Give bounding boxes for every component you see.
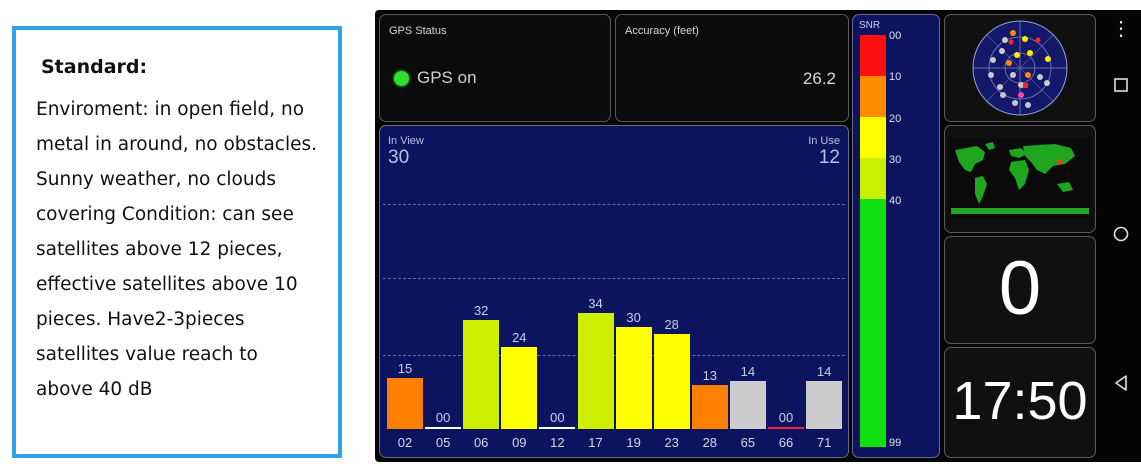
snr-bar-value: 34 [588, 296, 603, 312]
gps-status-title: GPS Status [389, 25, 447, 37]
chart-gridline [383, 204, 845, 205]
accuracy-title: Accuracy (feet) [625, 25, 699, 37]
snr-bar-09 [501, 347, 538, 429]
satellite-prn-label: 19 [626, 435, 641, 450]
snr-tick: 40 [889, 195, 902, 207]
chart-bars: 15 02 00 05 32 06 24 09 00 12 34 17 30 19 28 23 13 28 14 65… [380, 126, 850, 459]
satellite-prn-label: 17 [588, 435, 603, 450]
chart-gridline [383, 355, 845, 356]
callout-title: Standard: [41, 56, 148, 78]
satellite-prn-label: 66 [778, 435, 794, 450]
snr-legend: SNR 00 10 20 30 40 99 [852, 14, 940, 458]
gps-test-screen: GPS Status GPS on Accuracy (feet) 26.2 I… [375, 10, 1141, 462]
satellite-prn-label: 23 [664, 435, 679, 450]
snr-yellow-segment [860, 117, 886, 158]
accuracy-panel[interactable]: Accuracy (feet) 26.2 [615, 14, 849, 122]
snr-bar-05 [425, 427, 462, 429]
satellite-prn-label: 06 [473, 435, 489, 450]
satellite-prn-label: 71 [816, 435, 832, 450]
android-nav-bar: ⋮ [1101, 10, 1141, 462]
recent-apps-icon[interactable] [1101, 76, 1141, 97]
snr-bar-value: 00 [550, 410, 565, 425]
snr-yellow-green-segment [860, 158, 886, 199]
in-use-label: In Use [808, 135, 840, 147]
snr-color-scale [860, 35, 886, 447]
snr-tick: 00 [889, 30, 902, 42]
snr-green-segment [860, 199, 886, 447]
snr-bar-value: 13 [702, 367, 718, 383]
in-use-count: 12 [818, 147, 840, 168]
snr-bar-65 [729, 381, 766, 429]
back-icon[interactable] [1101, 375, 1141, 396]
snr-tick: 30 [889, 154, 902, 166]
snr-orange-segment [860, 76, 886, 117]
satellite-prn-label: 28 [702, 435, 718, 450]
snr-bar-value: 15 [397, 361, 413, 376]
snr-tick: 20 [889, 113, 902, 125]
snr-bar-value: 00 [435, 410, 451, 425]
sky-plot-panel[interactable] [944, 14, 1096, 122]
callout-body: Enviroment: in open field, no metal in a… [36, 99, 317, 400]
world-map-icon [949, 138, 1091, 218]
snr-bar-66 [768, 427, 804, 429]
snr-bar-value: 30 [626, 310, 641, 325]
snr-red-segment [860, 35, 886, 76]
snr-bar-02 [387, 378, 423, 429]
gps-state: GPS on [394, 68, 477, 88]
snr-bar-28 [691, 384, 728, 429]
big-value-panel[interactable]: 0 [944, 236, 1096, 344]
snr-bar-19 [615, 327, 652, 429]
snr-tick: 99 [889, 437, 902, 449]
snr-bar-value: 14 [816, 364, 832, 380]
accuracy-value: 26.2 [802, 69, 836, 88]
snr-bar-value: 14 [740, 364, 756, 380]
gps-state-text: GPS on [417, 68, 477, 87]
snr-bar-23 [653, 333, 690, 429]
snr-bar-value: 00 [778, 410, 794, 425]
snr-bar-value: 28 [664, 316, 679, 332]
snr-bar-17 [577, 313, 614, 429]
satellite-prn-label: 05 [435, 435, 451, 450]
satellite-snr-chart[interactable]: In View 30 In Use 12 15 02 00 05 32 06 24 09 00 1… [379, 125, 849, 458]
home-icon[interactable] [1101, 226, 1141, 247]
sky-plot-icon [972, 20, 1068, 116]
snr-tick: 10 [889, 71, 902, 83]
standard-callout: Standard: Enviroment: in open field, no … [12, 26, 342, 458]
satellite-prn-label: 12 [550, 435, 565, 450]
snr-bar-12 [539, 427, 576, 429]
world-map-panel[interactable] [944, 125, 1096, 233]
chart-gridline [383, 278, 845, 279]
snr-bar-06 [463, 320, 500, 429]
snr-legend-title: SNR [859, 20, 881, 31]
gps-status-panel[interactable]: GPS Status GPS on [379, 14, 611, 122]
snr-bar-value: 32 [473, 303, 489, 319]
snr-bar-71 [806, 381, 843, 429]
clock-panel[interactable]: 17:50 [944, 347, 1096, 458]
in-view-count: 30 [388, 147, 410, 168]
satellite-prn-label: 02 [397, 435, 413, 450]
overflow-menu-icon[interactable]: ⋮ [1111, 18, 1131, 40]
satellite-prn-label: 65 [740, 435, 756, 450]
snr-bar-value: 24 [512, 330, 527, 346]
gps-on-indicator-icon [394, 70, 409, 86]
big-value: 0 [998, 246, 1042, 331]
satellite-prn-label: 09 [512, 435, 527, 450]
in-view-label: In View [388, 135, 424, 147]
clock-time: 17:50 [952, 371, 1088, 431]
